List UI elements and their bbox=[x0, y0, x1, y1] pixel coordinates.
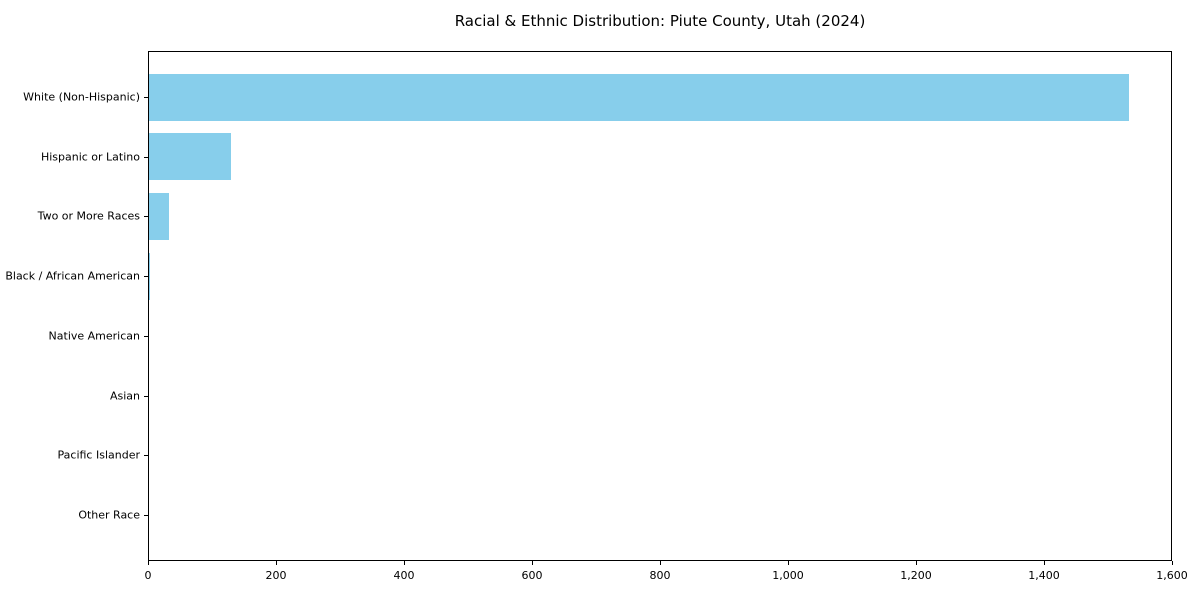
x-tick bbox=[276, 561, 277, 565]
bar bbox=[149, 73, 1129, 121]
y-tick-label: Black / African American bbox=[5, 269, 140, 283]
x-tick-label: 1,400 bbox=[1028, 569, 1060, 582]
y-tick-label: Asian bbox=[109, 389, 140, 403]
y-tick bbox=[144, 395, 148, 397]
y-tick bbox=[144, 216, 148, 218]
x-tick bbox=[532, 561, 533, 565]
y-tick-label: Native American bbox=[48, 329, 140, 343]
y-tick-label: Hispanic or Latino bbox=[40, 150, 140, 164]
bar bbox=[149, 192, 169, 240]
bar bbox=[149, 133, 231, 181]
x-tick-label: 1,000 bbox=[772, 569, 804, 582]
x-tick bbox=[1044, 561, 1045, 565]
y-tick-label: Two or More Races bbox=[37, 209, 140, 223]
x-tick bbox=[404, 561, 405, 565]
x-tick-label: 0 bbox=[144, 569, 152, 582]
x-tick-label: 1,200 bbox=[900, 569, 932, 582]
y-tick bbox=[144, 156, 148, 158]
x-tick-label: 600 bbox=[521, 569, 543, 582]
x-tick-label: 800 bbox=[649, 569, 671, 582]
y-tick bbox=[144, 514, 148, 516]
y-tick-label: White (Non-Hispanic) bbox=[23, 90, 140, 104]
y-tick bbox=[144, 276, 148, 278]
x-tick bbox=[660, 561, 661, 565]
y-tick bbox=[144, 455, 148, 457]
chart-title: Racial & Ethnic Distribution: Piute Coun… bbox=[454, 12, 866, 30]
x-tick bbox=[1172, 561, 1173, 565]
y-tick-label: Other Race bbox=[78, 508, 140, 522]
x-tick bbox=[916, 561, 917, 565]
y-tick-label: Pacific Islander bbox=[57, 448, 140, 462]
x-tick-label: 400 bbox=[393, 569, 415, 582]
x-tick-label: 200 bbox=[265, 569, 287, 582]
y-tick bbox=[144, 335, 148, 337]
x-tick bbox=[148, 561, 149, 565]
bar bbox=[149, 252, 151, 300]
y-tick bbox=[144, 97, 148, 98]
x-tick bbox=[788, 561, 789, 565]
plot-area bbox=[148, 51, 1172, 561]
x-tick-label: 1,600 bbox=[1156, 569, 1188, 582]
